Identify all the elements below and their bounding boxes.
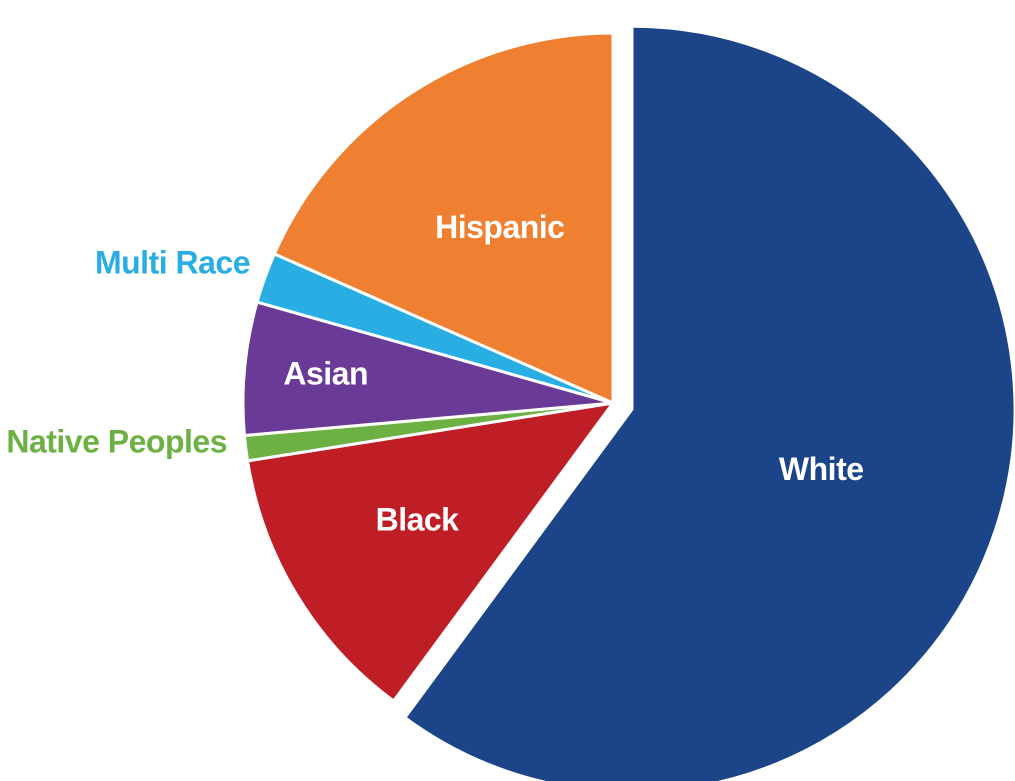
pie-label-hispanic: Hispanic bbox=[435, 209, 564, 245]
pie-label-white: White bbox=[779, 451, 864, 487]
pie-label-black: Black bbox=[376, 502, 460, 538]
pie-slice-asian bbox=[241, 300, 615, 438]
pie-label-multi-race: Multi Race bbox=[95, 244, 250, 280]
pie-label-asian: Asian bbox=[283, 355, 368, 391]
pie-slice-black bbox=[246, 401, 615, 703]
pie-slice-white bbox=[403, 24, 1015, 781]
pie-slices bbox=[241, 24, 1015, 781]
pie-slice-hispanic bbox=[272, 31, 615, 405]
pie-label-native-peoples: Native Peoples bbox=[6, 423, 227, 459]
pie-labels: White Black Native Peoples Asian Multi Race H… bbox=[6, 209, 864, 538]
